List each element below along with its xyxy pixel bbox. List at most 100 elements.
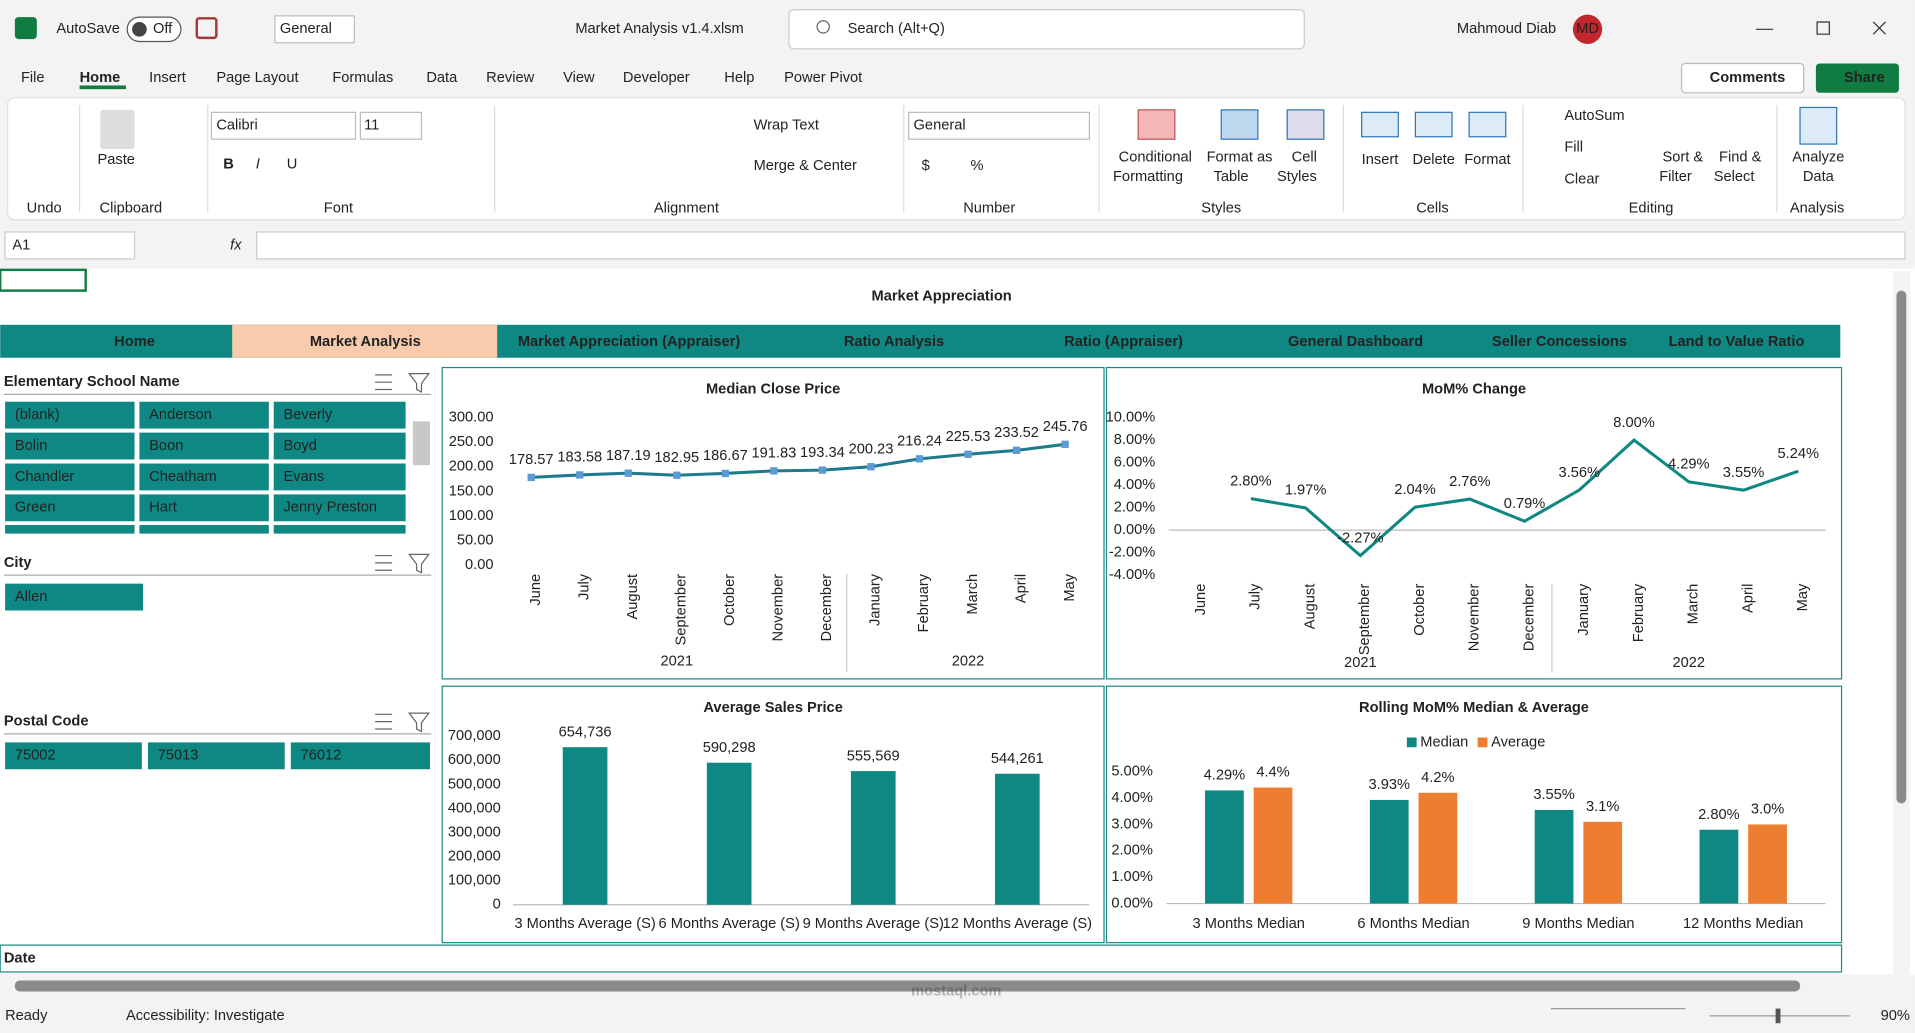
- slicer-item[interactable]: [5, 742, 142, 770]
- slicer-item[interactable]: [139, 432, 269, 460]
- slicer-item-label[interactable]: Bolin: [15, 438, 48, 454]
- ribbon-item[interactable]: Select: [1714, 169, 1755, 185]
- comments-button[interactable]: [1680, 62, 1805, 94]
- cell-styles-icon[interactable]: [1286, 109, 1325, 140]
- format-button[interactable]: B: [223, 157, 234, 173]
- paste-icon[interactable]: [100, 109, 135, 149]
- nav-active[interactable]: [232, 324, 498, 358]
- window-controls[interactable]: [1756, 21, 1886, 35]
- slicer-icons[interactable]: [375, 553, 431, 574]
- font-name-box[interactable]: [210, 111, 357, 140]
- ribbon-item[interactable]: Data: [1803, 169, 1835, 185]
- nav-button[interactable]: Seller Concessions: [1492, 334, 1627, 350]
- nav-button[interactable]: Ratio (Appraiser): [1064, 334, 1183, 350]
- slicer-item-label[interactable]: Allen: [15, 589, 48, 605]
- ribbon-item[interactable]: Sort &: [1662, 149, 1703, 165]
- ribbon-tab[interactable]: View: [563, 70, 595, 86]
- ribbon-item[interactable]: Format: [1464, 152, 1510, 168]
- search-box[interactable]: [788, 9, 1305, 50]
- ribbon-tab[interactable]: Insert: [149, 70, 186, 86]
- avatar[interactable]: [1572, 14, 1603, 44]
- slicer-item-label[interactable]: Hart: [149, 500, 177, 516]
- slicer-item-partial[interactable]: [273, 525, 406, 534]
- name-box[interactable]: [4, 231, 136, 260]
- ribbon-item[interactable]: 11: [364, 118, 379, 134]
- ribbon-item[interactable]: General: [914, 118, 966, 134]
- ribbon-tab[interactable]: Developer: [623, 70, 690, 86]
- slicer-item[interactable]: [290, 742, 431, 770]
- ribbon-item[interactable]: Format as: [1207, 149, 1273, 165]
- slicer-item-label[interactable]: Evans: [283, 469, 324, 485]
- nav-button[interactable]: Market Analysis: [310, 334, 421, 350]
- share-button[interactable]: [1815, 63, 1899, 93]
- ribbon-item[interactable]: Clear: [1564, 171, 1599, 187]
- nav-button[interactable]: Land to Value Ratio: [1669, 334, 1805, 350]
- format-table-icon[interactable]: [1220, 109, 1259, 140]
- ribbon-item[interactable]: AutoSum: [1564, 108, 1624, 124]
- ribbon-item[interactable]: Analyze: [1792, 149, 1844, 165]
- formula-input[interactable]: [256, 231, 1906, 260]
- slicer-item-label[interactable]: Cheatham: [149, 469, 217, 485]
- slicer-item[interactable]: [5, 401, 135, 429]
- ribbon-item[interactable]: Filter: [1659, 169, 1692, 185]
- slicer-item[interactable]: [139, 463, 269, 491]
- analyze-icon[interactable]: [1799, 106, 1838, 145]
- zoom-thumb[interactable]: [1775, 1008, 1781, 1024]
- ribbon-tab[interactable]: Home: [80, 70, 121, 86]
- v-scroll-thumb[interactable]: [1896, 290, 1907, 804]
- slicer-item-label[interactable]: Beverly: [283, 407, 332, 423]
- h-scroll-thumb[interactable]: [14, 980, 1801, 992]
- slicer-item[interactable]: [273, 401, 406, 429]
- ribbon-item[interactable]: Cell: [1292, 149, 1317, 165]
- slicer-item-label[interactable]: 75013: [158, 748, 199, 764]
- comments-label[interactable]: Comments: [1710, 70, 1786, 86]
- ribbon-item[interactable]: Calibri: [216, 118, 257, 134]
- slicer-icons[interactable]: [375, 712, 431, 733]
- ribbon-tab[interactable]: Data: [426, 70, 458, 86]
- slicer-item-label[interactable]: 76012: [301, 748, 342, 764]
- share-label[interactable]: Share: [1844, 70, 1885, 86]
- slicer-item[interactable]: [5, 463, 135, 491]
- delete-icon[interactable]: [1414, 111, 1453, 138]
- slicer-item-label[interactable]: (blank): [15, 407, 60, 423]
- ribbon-tab[interactable]: File: [21, 70, 45, 86]
- slicer-item[interactable]: [5, 583, 144, 611]
- slicer-item[interactable]: [273, 463, 406, 491]
- ribbon-tab[interactable]: Review: [486, 70, 534, 86]
- conditional-formatting-icon[interactable]: [1137, 109, 1176, 140]
- slicer-item-label[interactable]: Green: [15, 500, 56, 516]
- slicer-item[interactable]: [147, 742, 285, 770]
- insert-icon[interactable]: [1361, 111, 1399, 138]
- format-icon[interactable]: [1468, 111, 1507, 138]
- ribbon-item[interactable]: Delete: [1413, 152, 1455, 168]
- ribbon-item[interactable]: Merge & Center: [754, 158, 857, 174]
- ribbon-item[interactable]: %: [971, 158, 984, 174]
- ribbon-item[interactable]: Find &: [1719, 149, 1762, 165]
- slicer-item-partial[interactable]: [139, 525, 269, 534]
- save-icon[interactable]: [195, 17, 218, 40]
- ribbon-item[interactable]: Wrap Text: [754, 118, 819, 134]
- nav-button[interactable]: Market Appreciation (Appraiser): [518, 334, 740, 350]
- ribbon-item[interactable]: Styles: [1277, 169, 1317, 185]
- format-button[interactable]: U: [287, 157, 298, 173]
- nav-button[interactable]: Ratio Analysis: [844, 334, 944, 350]
- slicer-item[interactable]: [273, 432, 406, 460]
- ribbon-item[interactable]: Fill: [1564, 140, 1583, 156]
- number-format-box[interactable]: [908, 111, 1090, 140]
- ribbon-item[interactable]: Table: [1214, 169, 1249, 185]
- nav-button[interactable]: General Dashboard: [1288, 334, 1423, 350]
- ribbon-tab[interactable]: Help: [724, 70, 754, 86]
- slicer-item[interactable]: [5, 432, 135, 460]
- ribbon-tab[interactable]: Page Layout: [216, 70, 298, 86]
- ribbon-item[interactable]: Insert: [1362, 152, 1399, 168]
- slicer-item-partial[interactable]: [5, 525, 135, 534]
- ribbon-item[interactable]: $: [922, 158, 930, 174]
- format-combo[interactable]: [274, 15, 355, 44]
- slicer-item[interactable]: [273, 494, 406, 522]
- slicer-item[interactable]: [139, 401, 269, 429]
- slicer-scrollbar[interactable]: [412, 421, 431, 466]
- ribbon-item[interactable]: Conditional: [1119, 149, 1192, 165]
- slicer-item-label[interactable]: Boyd: [283, 438, 316, 454]
- nav-button[interactable]: Home: [114, 334, 155, 350]
- ribbon-item[interactable]: Paste: [97, 152, 134, 168]
